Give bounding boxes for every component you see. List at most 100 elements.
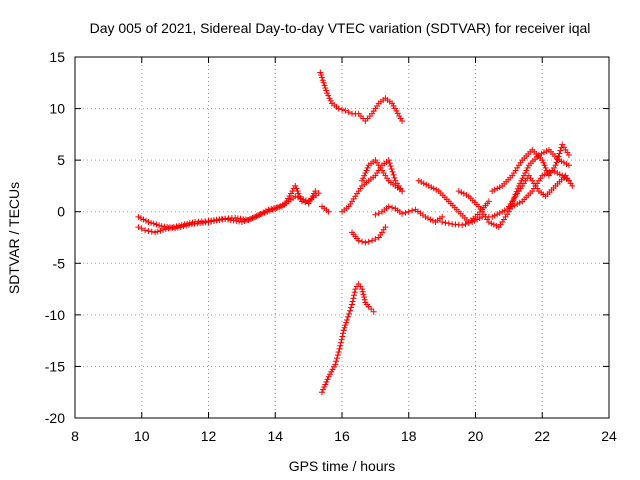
data-point [494, 211, 501, 218]
data-point [253, 213, 260, 220]
data-point [459, 222, 466, 229]
data-point [386, 160, 393, 167]
data-point [150, 220, 157, 227]
series-arc-e [318, 203, 332, 215]
data-point [543, 148, 550, 155]
data-point [542, 164, 549, 171]
data-point [246, 215, 253, 222]
series-arc-i [372, 203, 446, 226]
data-point [339, 333, 346, 340]
data-point [415, 177, 422, 184]
data-point [565, 151, 572, 158]
y-tick-label: 15 [49, 49, 65, 65]
data-point [318, 74, 325, 81]
data-point [318, 389, 325, 396]
data-point [465, 220, 472, 227]
data-point [369, 237, 376, 244]
series-arc-m [489, 141, 572, 195]
data-point [145, 227, 152, 234]
data-point [262, 208, 269, 215]
data-point [422, 213, 429, 220]
series-arc-h [359, 157, 406, 195]
data-point [295, 190, 302, 197]
data-point [205, 219, 212, 226]
data-point [360, 291, 367, 298]
data-point [399, 210, 406, 217]
y-axis-label: SDTVAR / TECUs [6, 182, 22, 294]
x-tick-label: 22 [534, 428, 550, 444]
data-point [341, 324, 348, 331]
data-point [349, 301, 356, 308]
data-point [208, 218, 215, 225]
data-point [294, 194, 301, 201]
data-point [142, 217, 149, 224]
data-point [241, 217, 248, 224]
data-point [323, 87, 330, 94]
data-point [540, 149, 547, 156]
data-point [409, 207, 416, 214]
data-point [361, 296, 368, 303]
data-point [399, 117, 406, 124]
data-point [552, 162, 559, 169]
data-point [476, 215, 483, 222]
data-point [347, 307, 354, 314]
data-point [469, 219, 476, 226]
data-point [333, 358, 340, 365]
data-point [152, 229, 159, 236]
data-point [439, 219, 446, 226]
data-point [557, 147, 564, 154]
y-tick-label: 10 [49, 101, 65, 117]
data-point [538, 150, 545, 157]
data-point [177, 223, 184, 230]
y-tick-label: -15 [45, 358, 65, 374]
data-point [425, 182, 432, 189]
data-point [361, 172, 368, 179]
data-point [391, 105, 398, 112]
data-point [172, 225, 179, 232]
data-point [402, 209, 409, 216]
data-point [211, 217, 218, 224]
data-point [359, 238, 366, 245]
data-point [289, 187, 296, 194]
data-point [430, 185, 437, 192]
data-point [219, 216, 226, 223]
data-point [335, 105, 342, 112]
data-point [535, 151, 542, 158]
data-point [344, 317, 351, 324]
data-point [337, 339, 344, 346]
data-point [321, 82, 328, 89]
data-point [420, 180, 427, 187]
data-point [365, 238, 372, 245]
data-point [238, 219, 245, 226]
y-tick-label: 0 [57, 204, 65, 220]
data-point [510, 197, 517, 204]
x-tick-label: 16 [334, 428, 350, 444]
data-point [359, 286, 366, 293]
data-point [339, 106, 345, 113]
data-point [390, 171, 397, 178]
data-point [553, 159, 560, 166]
data-point [485, 198, 492, 205]
data-point [488, 220, 495, 227]
data-point [349, 298, 356, 305]
data-point [318, 72, 325, 79]
data-point [265, 206, 272, 213]
data-point [322, 381, 329, 388]
data-point [558, 158, 565, 165]
y-tick-label: 5 [57, 152, 65, 168]
data-point [397, 115, 404, 122]
data-point [135, 224, 142, 231]
data-point [302, 197, 309, 204]
data-point [365, 303, 372, 310]
data-point [336, 345, 343, 352]
data-point [332, 361, 339, 368]
data-point [183, 222, 190, 229]
data-point [554, 170, 561, 177]
data-point [249, 214, 256, 221]
chart-title: Day 005 of 2021, Sidereal Day-to-day VTE… [90, 20, 591, 36]
data-point [359, 288, 366, 295]
data-point [273, 204, 280, 211]
data-point [268, 206, 275, 213]
data-point [491, 212, 498, 219]
data-point [154, 228, 161, 235]
